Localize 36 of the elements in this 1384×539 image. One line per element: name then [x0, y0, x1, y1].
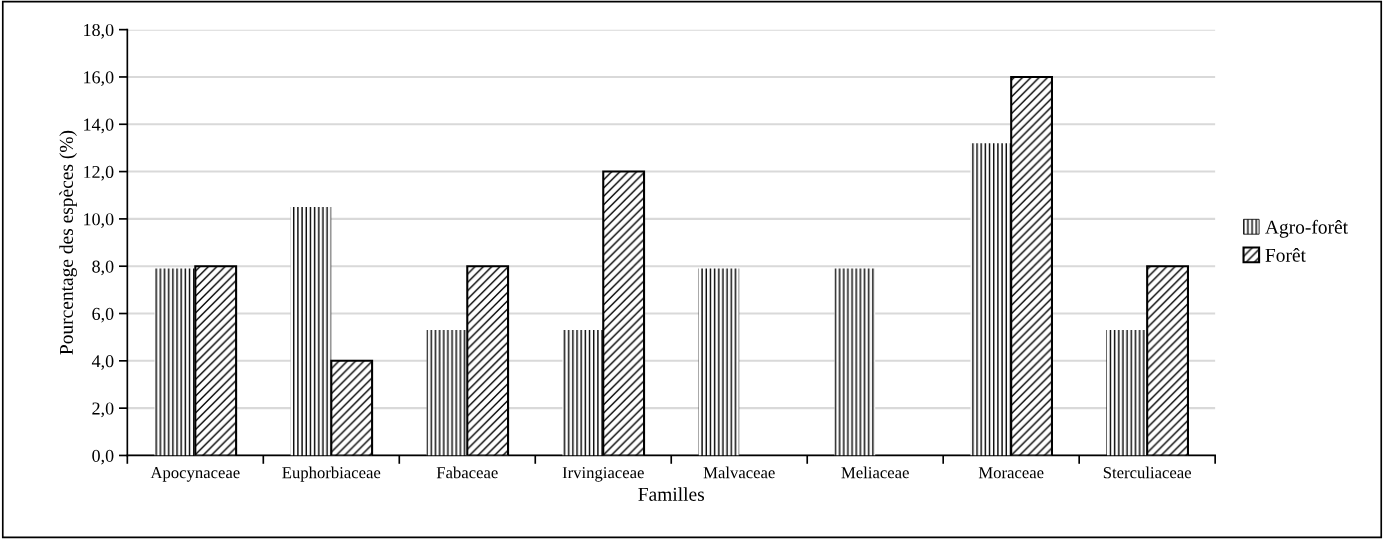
y-tick-label: 4,0 [91, 355, 114, 370]
bar [154, 268, 196, 456]
y-tick-label: 12,0 [84, 165, 114, 181]
x-tick-label: Meliaceae [841, 466, 909, 479]
bar [970, 143, 1012, 456]
bar [330, 359, 374, 456]
x-tick-label: Moraceae [978, 467, 1044, 479]
y-tick-label: 6,0 [92, 307, 114, 323]
bar [466, 265, 510, 456]
bar [834, 268, 876, 456]
legend-label: Forêt [1265, 248, 1306, 262]
bar [194, 265, 238, 456]
x-tick-label: Sterculiaceae [1103, 466, 1191, 479]
bar [1010, 75, 1054, 456]
y-tick-label: 2,0 [92, 402, 114, 418]
x-tick-label: Irvingiaceae [562, 467, 644, 482]
bar [698, 268, 740, 456]
y-tick-label: 14,0 [84, 118, 114, 134]
x-tick-label: Euphorbiaceae [282, 466, 381, 482]
bar [602, 170, 646, 456]
x-tick-label: Apocynaceae [150, 467, 240, 482]
bar [562, 330, 604, 456]
bar [426, 330, 468, 456]
y-tick-label: 18,0 [84, 23, 114, 39]
y-tick-label: 8,0 [92, 260, 114, 276]
y-tick-label: 10,0 [84, 213, 114, 228]
x-tick-label: Fabaceae [436, 466, 498, 479]
y-tick-label: 16,0 [84, 71, 114, 86]
bar [1106, 330, 1148, 456]
bar [1146, 265, 1189, 456]
x-axis-title: Familles [638, 487, 705, 501]
y-tick-label: 0,0 [92, 449, 114, 465]
bar [290, 207, 332, 456]
legend-label: Agro-forêt [1265, 219, 1348, 238]
x-tick-label: Malvaceae [703, 466, 775, 479]
y-axis-title: Pourcentage des espèces (%) [59, 130, 77, 355]
